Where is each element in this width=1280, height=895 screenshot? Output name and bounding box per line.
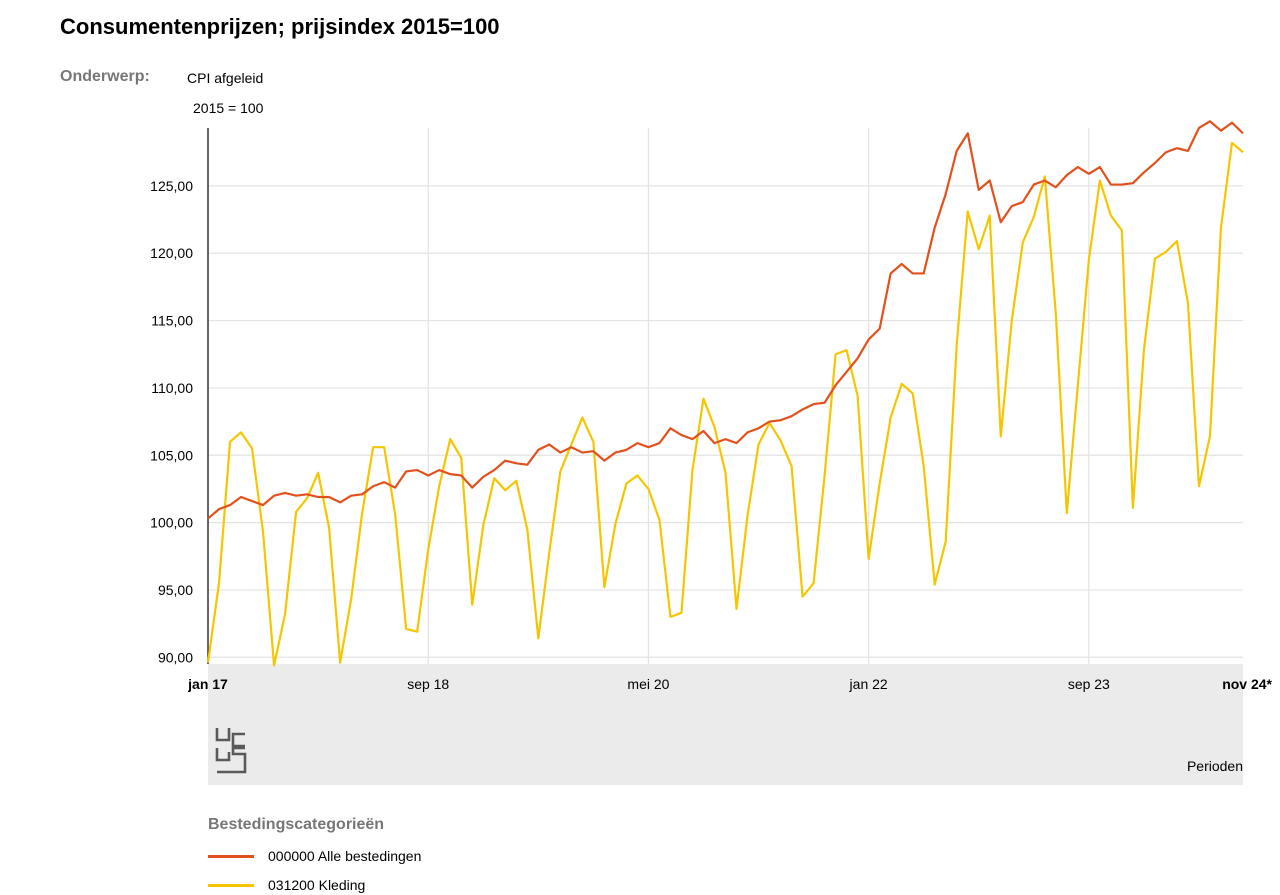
subject-label: Onderwerp: (60, 68, 150, 85)
y-tick-label: 110,00 (151, 380, 193, 396)
y-tick-label: 115,00 (151, 313, 193, 329)
legend-title: Bestedingscategorieën (208, 816, 385, 833)
y-tick-label: 95,00 (158, 582, 193, 598)
y-tick-label: 120,00 (150, 245, 193, 261)
unit-label: 2015 = 100 (193, 100, 264, 116)
legend-swatch (208, 854, 254, 858)
line-chart: 90,00 95,00 100,00 105,00 110,00 115,00 120,00… (150, 120, 1273, 785)
label-layer: 90,00 95,00 100,00 105,00 110,00 115,00 120,00… (150, 178, 1272, 692)
legend-swatch (208, 883, 254, 887)
y-tick-label: 125,00 (150, 178, 193, 194)
y-tick-label: 105,00 (150, 447, 193, 463)
x-axis-band (208, 664, 1243, 785)
x-tick-label: sep 18 (407, 676, 449, 692)
x-tick-label: jan 17 (187, 676, 228, 692)
x-axis-title: Perioden (1187, 758, 1243, 774)
y-tick-label: 90,00 (158, 649, 193, 665)
x-tick-label: nov 24* (1222, 676, 1272, 692)
chart-title: Consumentenprijzen; prijsindex 2015=100 (60, 14, 500, 39)
x-tick-label: mei 20 (627, 676, 669, 692)
cbs-logo-icon (215, 728, 247, 774)
series-line-1 (206, 141, 1244, 667)
legend-label: 031200 Kleding (268, 877, 366, 893)
legend-label: 000000 Alle bestedingen (268, 848, 422, 864)
x-tick-label: jan 22 (849, 676, 888, 692)
y-tick-label: 100,00 (150, 515, 193, 531)
x-tick-label: sep 23 (1068, 676, 1110, 692)
series-layer (206, 120, 1244, 667)
series-line-0 (207, 120, 1244, 520)
subject-value: CPI afgeleid (187, 70, 264, 86)
legend-item-alle-bestedingen[interactable]: 000000 Alle bestedingen (208, 846, 421, 866)
grid-layer (208, 128, 1243, 664)
legend-item-kleding[interactable]: 031200 Kleding (208, 875, 365, 895)
